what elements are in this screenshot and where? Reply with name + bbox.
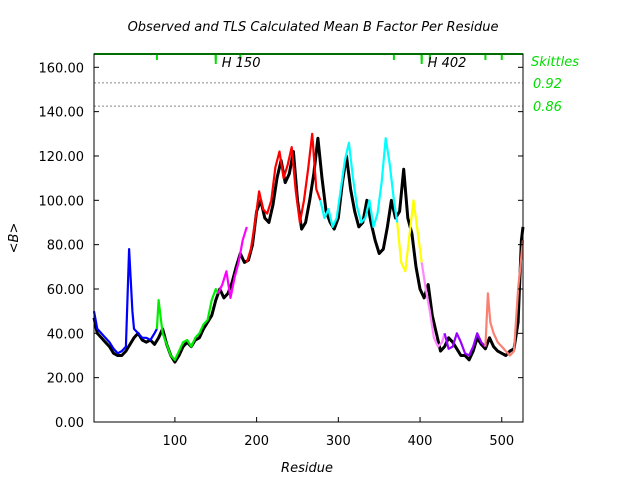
y-tick-label-8: 160.00 [39,61,85,76]
y-tick-label-0: 0.00 [55,416,84,431]
chart-title: Observed and TLS Calculated Mean B Facto… [128,20,499,35]
ref-line-label-0: 0.92 [533,77,562,92]
plot-frame [93,53,524,423]
x-tick-label-0: 100 [162,434,187,449]
y-tick-label-4: 80.00 [47,239,84,254]
annotation-label-0: H 150 [222,56,261,71]
ref-line-label-1: 0.86 [533,100,562,115]
y-tick-label-7: 140.00 [39,106,85,121]
y-axis-label: <B> [7,223,22,254]
x-tick-label-3: 400 [408,434,433,449]
skittles-label: Skittles [531,55,579,70]
tls-segment-2-line [155,287,220,361]
tls-segment-7-line [420,262,446,348]
x-tick-label-4: 500 [489,434,514,449]
y-tick-label-6: 120.00 [39,150,85,165]
y-axis: 0.00 20.00 40.00 60.00 80.00 100.00 120.00 140.… [39,61,523,431]
tls-segment-6-line [396,199,423,273]
x-axis: 100 200 300 400 500 [162,417,514,449]
y-tick-label-5: 100.00 [39,194,85,209]
y-tick-label-2: 40.00 [47,327,84,342]
x-axis-label: Residue [281,461,333,476]
y-tick-label-3: 60.00 [47,283,84,298]
series-layer [92,132,525,364]
x-tick-label-2: 300 [326,434,351,449]
tls-segment-1-line [92,248,158,355]
y-tick-label-1: 20.00 [47,372,84,387]
x-tick-label-1: 200 [244,434,269,449]
annotation-label-1: H 402 [428,56,467,71]
tls-segment-3-line [217,226,248,299]
tls-segment-4-line [245,132,322,263]
reference-lines: 0.92 0.86 [94,77,562,115]
skittles-layer: H 150 H 402 [94,53,523,71]
tls-segment-8-line [443,332,487,357]
tls-segment-5-line [319,137,399,228]
tls-segment-9-line [484,240,525,357]
